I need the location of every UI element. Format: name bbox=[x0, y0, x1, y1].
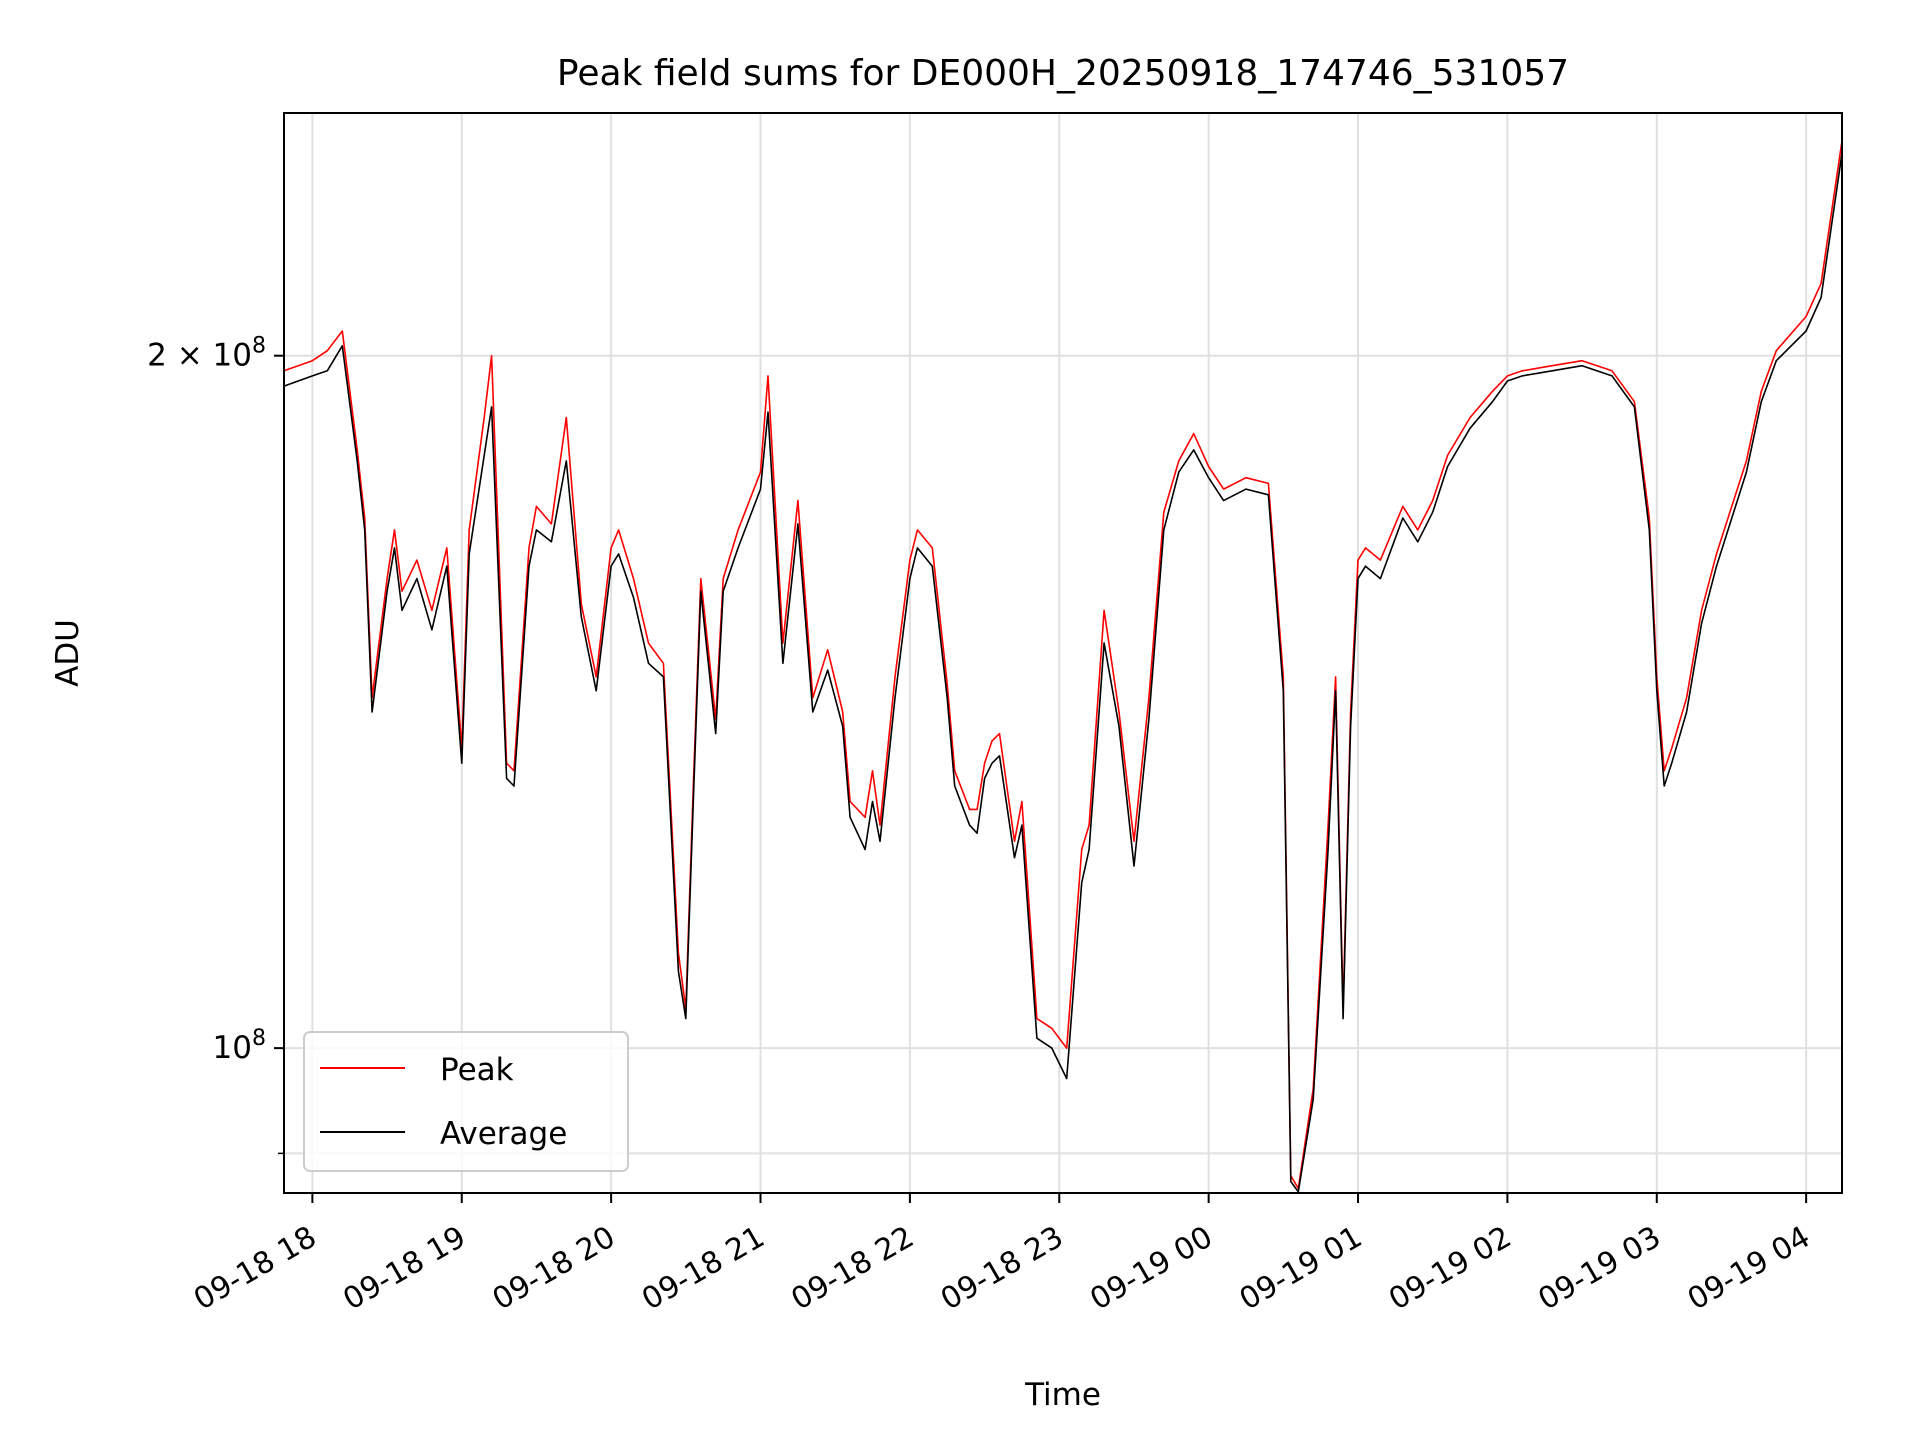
chart-title: Peak field sums for DE000H_20250918_1747… bbox=[557, 53, 1569, 94]
legend: Peak Average bbox=[303, 1031, 629, 1172]
legend-label-peak: Peak bbox=[440, 1052, 514, 1088]
series-layer bbox=[283, 140, 1843, 1193]
y-axis-ticks: 108 2 × 108 bbox=[147, 334, 284, 1155]
legend-box bbox=[303, 1031, 629, 1172]
legend-label-average: Average bbox=[440, 1116, 567, 1152]
x-axis-label: Time bbox=[1024, 1377, 1101, 1413]
y-tick-label: 108 bbox=[213, 1026, 266, 1066]
plot-frame bbox=[283, 112, 1843, 1194]
y-tick-label: 2 × 108 bbox=[147, 334, 266, 374]
series-line-peak bbox=[283, 140, 1843, 1190]
series-line-average bbox=[283, 152, 1843, 1193]
y-axis-label: ADU bbox=[50, 619, 86, 687]
